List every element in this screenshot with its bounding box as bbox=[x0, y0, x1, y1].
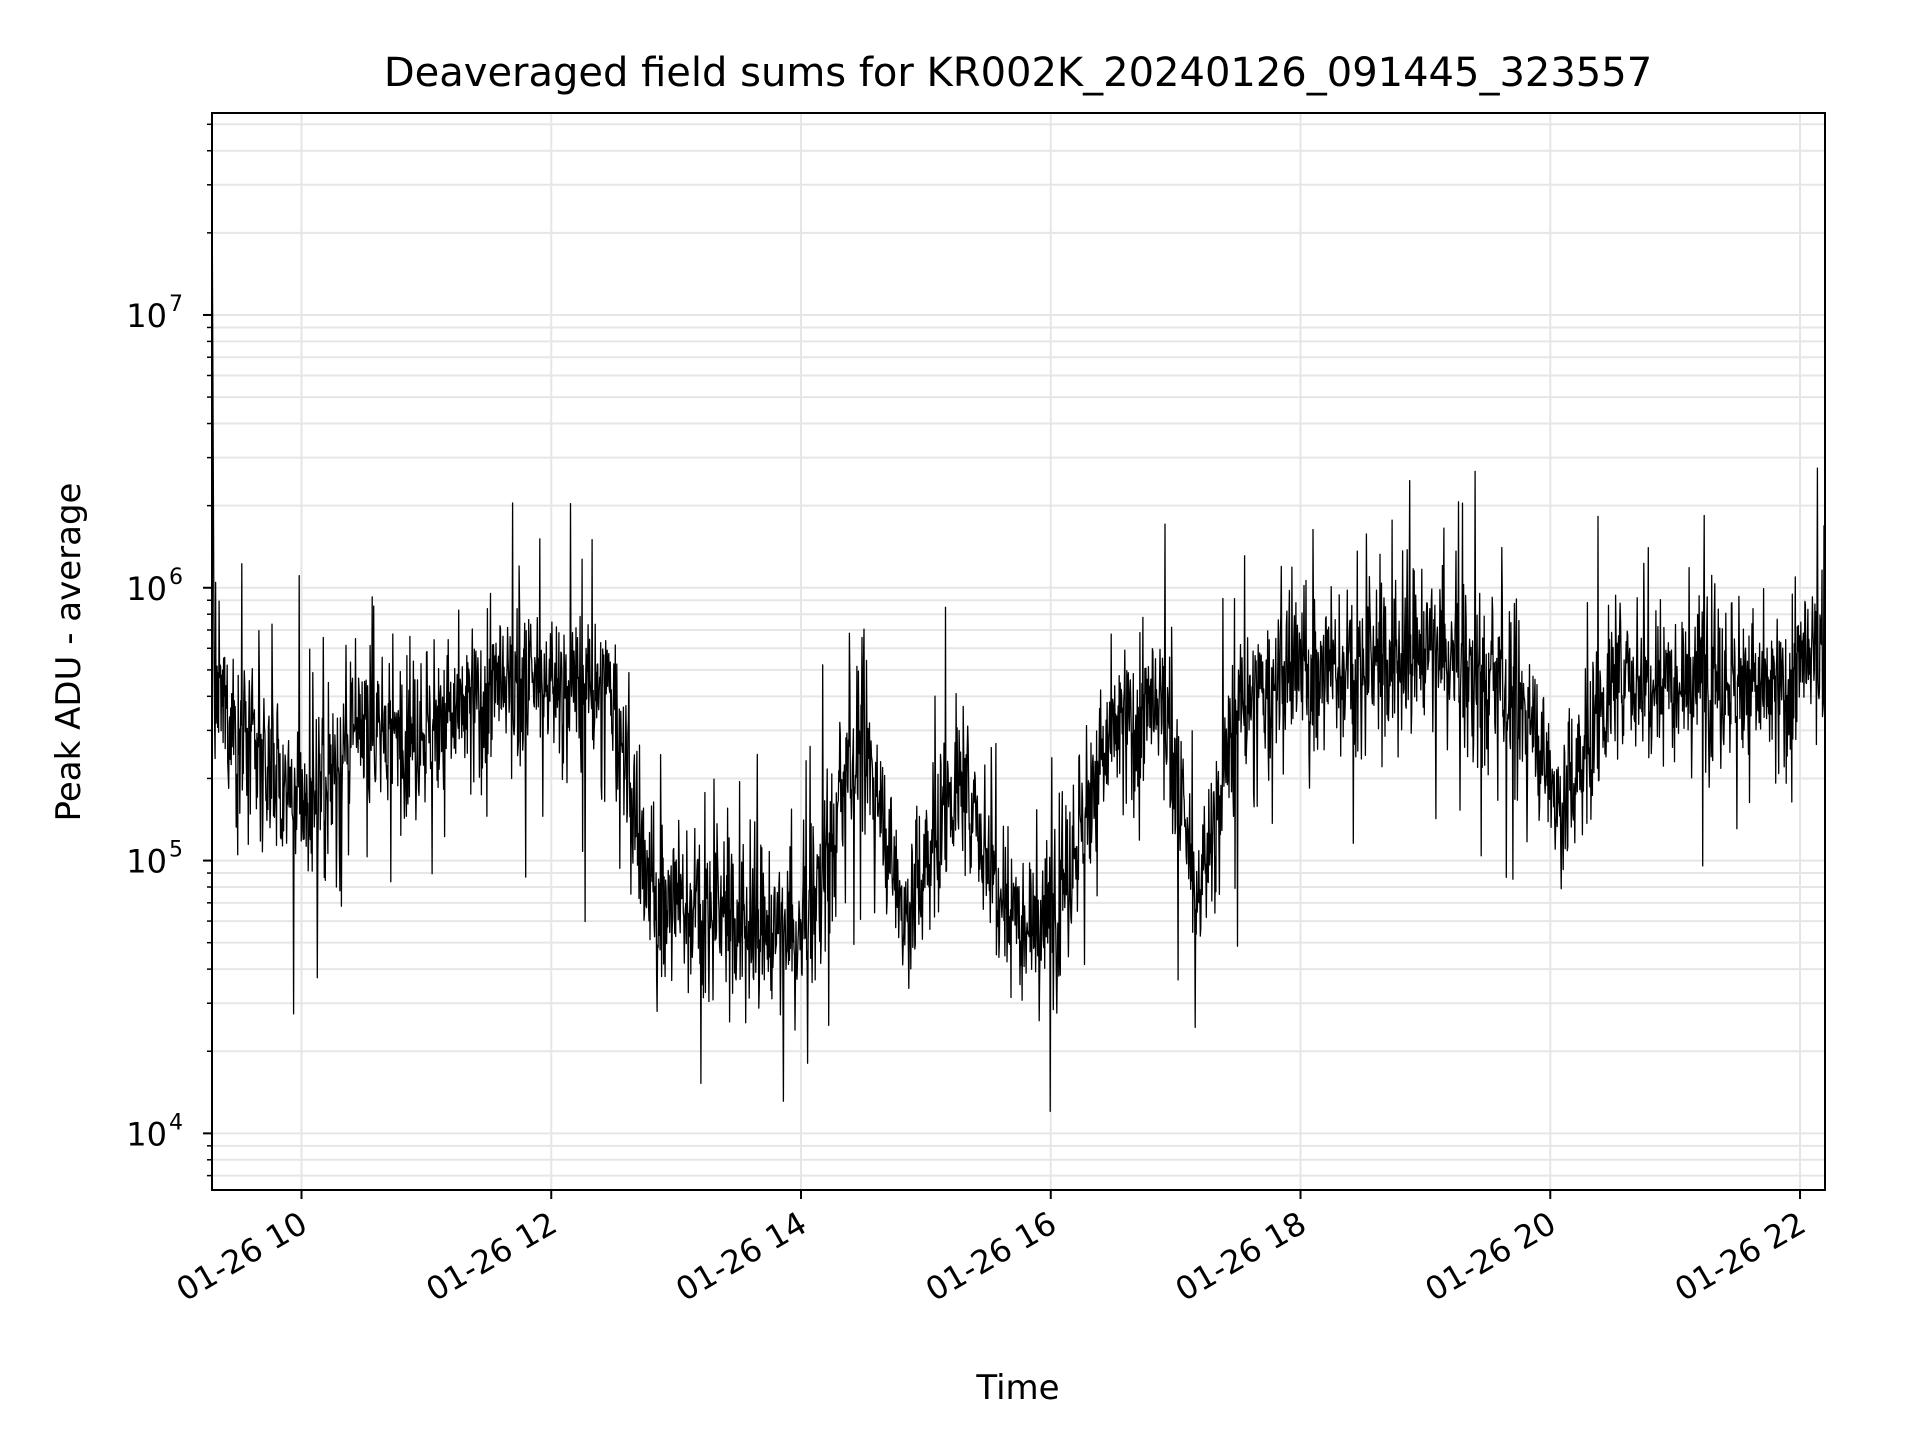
y-axis-label: Peak ADU - average bbox=[49, 483, 89, 822]
series-line bbox=[211, 166, 1826, 1113]
y-tick-label: 10 bbox=[126, 297, 167, 335]
y-tick-label-exponent: 5 bbox=[169, 838, 183, 863]
x-axis-label: Time bbox=[975, 1368, 1059, 1408]
series-layer bbox=[211, 166, 1826, 1113]
y-tick-label-exponent: 6 bbox=[169, 565, 183, 590]
chart-title: Deaveraged field sums for KR002K_2024012… bbox=[384, 50, 1652, 96]
y-tick-label-exponent: 7 bbox=[169, 292, 183, 317]
plot-frame bbox=[211, 112, 1826, 1191]
y-tick-label: 10 bbox=[126, 843, 167, 881]
y-tick-label: 10 bbox=[126, 570, 167, 608]
y-tick-label: 10 bbox=[126, 1115, 167, 1153]
major-gridlines bbox=[212, 113, 1825, 1190]
y-tick-label-exponent: 4 bbox=[169, 1110, 183, 1135]
